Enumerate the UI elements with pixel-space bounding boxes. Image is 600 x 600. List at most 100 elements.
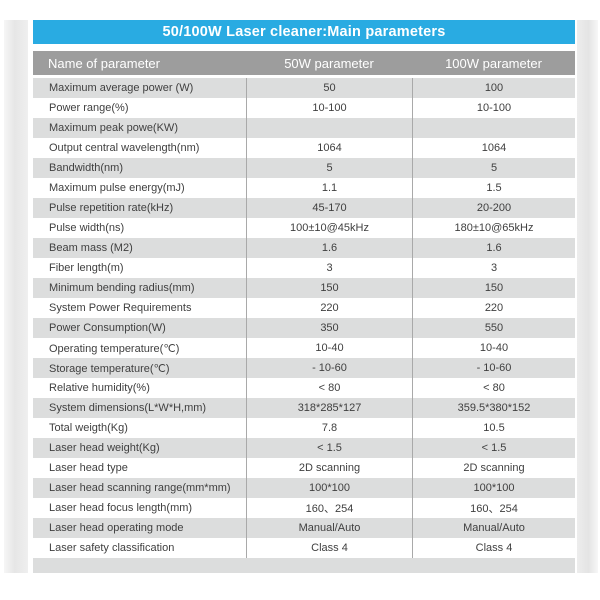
value-50w-cell: 3 — [246, 258, 412, 278]
parameter-name-cell: Total weigth(Kg) — [49, 422, 128, 434]
parameter-name-cell: System dimensions(L*W*H,mm) — [49, 402, 207, 414]
table-header-row: Name of parameter 50W parameter 100W par… — [33, 51, 575, 75]
header-parameter-name: Name of parameter — [48, 55, 160, 71]
value-50w-cell: Manual/Auto — [246, 518, 412, 538]
value-100w-cell: 180±10@65kHz — [412, 218, 575, 238]
parameter-name-cell: Laser head scanning range(mm*mm) — [49, 482, 231, 494]
parameter-name-cell: Storage temperature(℃) — [49, 362, 170, 375]
table-rows: Maximum average power (W) 50 100 Power r… — [33, 78, 575, 558]
value-100w-cell: 100 — [412, 78, 575, 98]
parameter-name-cell: Laser safety classification — [49, 542, 175, 554]
table-row: Maximum peak powe(KW) — [33, 118, 575, 138]
value-50w-cell: 160、254 — [246, 498, 412, 518]
value-100w-cell — [412, 118, 575, 138]
parameter-name-cell: Maximum pulse energy(mJ) — [49, 182, 185, 194]
table-row: Total weigth(Kg) 7.8 10.5 — [33, 418, 575, 438]
parameter-name-cell: Laser head type — [49, 462, 128, 474]
table-row: System Power Requirements 220 220 — [33, 298, 575, 318]
table-row: Maximum average power (W) 50 100 — [33, 78, 575, 98]
value-100w-cell: 10.5 — [412, 418, 575, 438]
value-100w-cell: 160、254 — [412, 498, 575, 518]
value-100w-cell: 20-200 — [412, 198, 575, 218]
value-100w-cell: Class 4 — [412, 538, 575, 558]
table-row: Power Consumption(W) 350 550 — [33, 318, 575, 338]
table-title: 50/100W Laser cleaner:Main parameters — [162, 24, 446, 40]
value-50w-cell: 10-40 — [246, 338, 412, 358]
parameter-name-cell: Laser head operating mode — [49, 522, 184, 534]
parameter-name-cell: System Power Requirements — [49, 302, 192, 314]
page-edge-left — [4, 20, 28, 573]
table-title-bar: 50/100W Laser cleaner:Main parameters — [33, 20, 575, 44]
parameter-name-cell: Pulse width(ns) — [49, 222, 125, 234]
parameter-name-cell: Beam mass (M2) — [49, 242, 133, 254]
value-50w-cell: 1.6 — [246, 238, 412, 258]
table-row: Pulse repetition rate(kHz) 45-170 20-200 — [33, 198, 575, 218]
table-row: Laser safety classification Class 4 Clas… — [33, 538, 575, 558]
table-row: Laser head focus length(mm) 160、254 160、… — [33, 498, 575, 518]
parameter-name-cell: Fiber length(m) — [49, 262, 124, 274]
table-row: Minimum bending radius(mm) 150 150 — [33, 278, 575, 298]
value-100w-cell: 220 — [412, 298, 575, 318]
value-50w-cell: Class 4 — [246, 538, 412, 558]
value-100w-cell: 2D scanning — [412, 458, 575, 478]
spec-table: 50/100W Laser cleaner:Main parameters Na… — [33, 20, 575, 573]
value-50w-cell: 1.1 — [246, 178, 412, 198]
parameter-name-cell: Maximum peak powe(KW) — [49, 122, 178, 134]
value-100w-cell: 1064 — [412, 138, 575, 158]
parameter-name-cell: Pulse repetition rate(kHz) — [49, 202, 174, 214]
value-100w-cell: 10-40 — [412, 338, 575, 358]
value-100w-cell: 100*100 — [412, 478, 575, 498]
table-row: Bandwidth(nm) 5 5 — [33, 158, 575, 178]
table-bottom-band — [33, 558, 575, 573]
value-50w-cell: 220 — [246, 298, 412, 318]
parameter-name-cell: Relative humidity(%) — [49, 382, 150, 394]
table-row: Fiber length(m) 3 3 — [33, 258, 575, 278]
table-row: Beam mass (M2) 1.6 1.6 — [33, 238, 575, 258]
value-50w-cell: 45-170 — [246, 198, 412, 218]
value-100w-cell: 359.5*380*152 — [412, 398, 575, 418]
value-100w-cell: < 80 — [412, 378, 575, 398]
table-row: Laser head scanning range(mm*mm) 100*100… — [33, 478, 575, 498]
table-row: System dimensions(L*W*H,mm) 318*285*127 … — [33, 398, 575, 418]
value-50w-cell: 350 — [246, 318, 412, 338]
parameter-name-cell: Operating temperature(℃) — [49, 342, 180, 355]
parameter-name-cell: Laser head focus length(mm) — [49, 502, 193, 514]
value-50w-cell — [246, 118, 412, 138]
parameter-name-cell: Power range(%) — [49, 102, 129, 114]
table-row: Operating temperature(℃) 10-40 10-40 — [33, 338, 575, 358]
value-50w-cell: < 1.5 — [246, 438, 412, 458]
value-50w-cell: 150 — [246, 278, 412, 298]
value-50w-cell: - 10-60 — [246, 358, 412, 378]
value-100w-cell: Manual/Auto — [412, 518, 575, 538]
table-row: Laser head operating mode Manual/Auto Ma… — [33, 518, 575, 538]
parameter-name-cell: Power Consumption(W) — [49, 322, 166, 334]
value-50w-cell: 318*285*127 — [246, 398, 412, 418]
value-50w-cell: 100±10@45kHz — [246, 218, 412, 238]
parameter-name-cell: Bandwidth(nm) — [49, 162, 123, 174]
value-50w-cell: 1064 — [246, 138, 412, 158]
table-row: Output central wavelength(nm) 1064 1064 — [33, 138, 575, 158]
value-50w-cell: < 80 — [246, 378, 412, 398]
value-100w-cell: 1.6 — [412, 238, 575, 258]
value-50w-cell: 5 — [246, 158, 412, 178]
header-100w-parameter: 100W parameter — [445, 55, 542, 71]
parameter-name-cell: Laser head weight(Kg) — [49, 442, 160, 454]
value-50w-cell: 50 — [246, 78, 412, 98]
table-row: Maximum pulse energy(mJ) 1.1 1.5 — [33, 178, 575, 198]
value-100w-cell: 10-100 — [412, 98, 575, 118]
header-50w-parameter: 50W parameter — [284, 55, 374, 71]
parameter-name-cell: Minimum bending radius(mm) — [49, 282, 195, 294]
parameter-name-cell: Output central wavelength(nm) — [49, 142, 200, 154]
value-100w-cell: 3 — [412, 258, 575, 278]
value-50w-cell: 2D scanning — [246, 458, 412, 478]
table-row: Laser head weight(Kg) < 1.5 < 1.5 — [33, 438, 575, 458]
value-100w-cell: 550 — [412, 318, 575, 338]
value-100w-cell: 1.5 — [412, 178, 575, 198]
table-row: Laser head type 2D scanning 2D scanning — [33, 458, 575, 478]
table-row: Relative humidity(%) < 80 < 80 — [33, 378, 575, 398]
page-edge-right — [577, 20, 598, 573]
value-50w-cell: 7.8 — [246, 418, 412, 438]
table-row: Power range(%) 10-100 10-100 — [33, 98, 575, 118]
table-row: Pulse width(ns) 100±10@45kHz 180±10@65kH… — [33, 218, 575, 238]
value-100w-cell: 150 — [412, 278, 575, 298]
